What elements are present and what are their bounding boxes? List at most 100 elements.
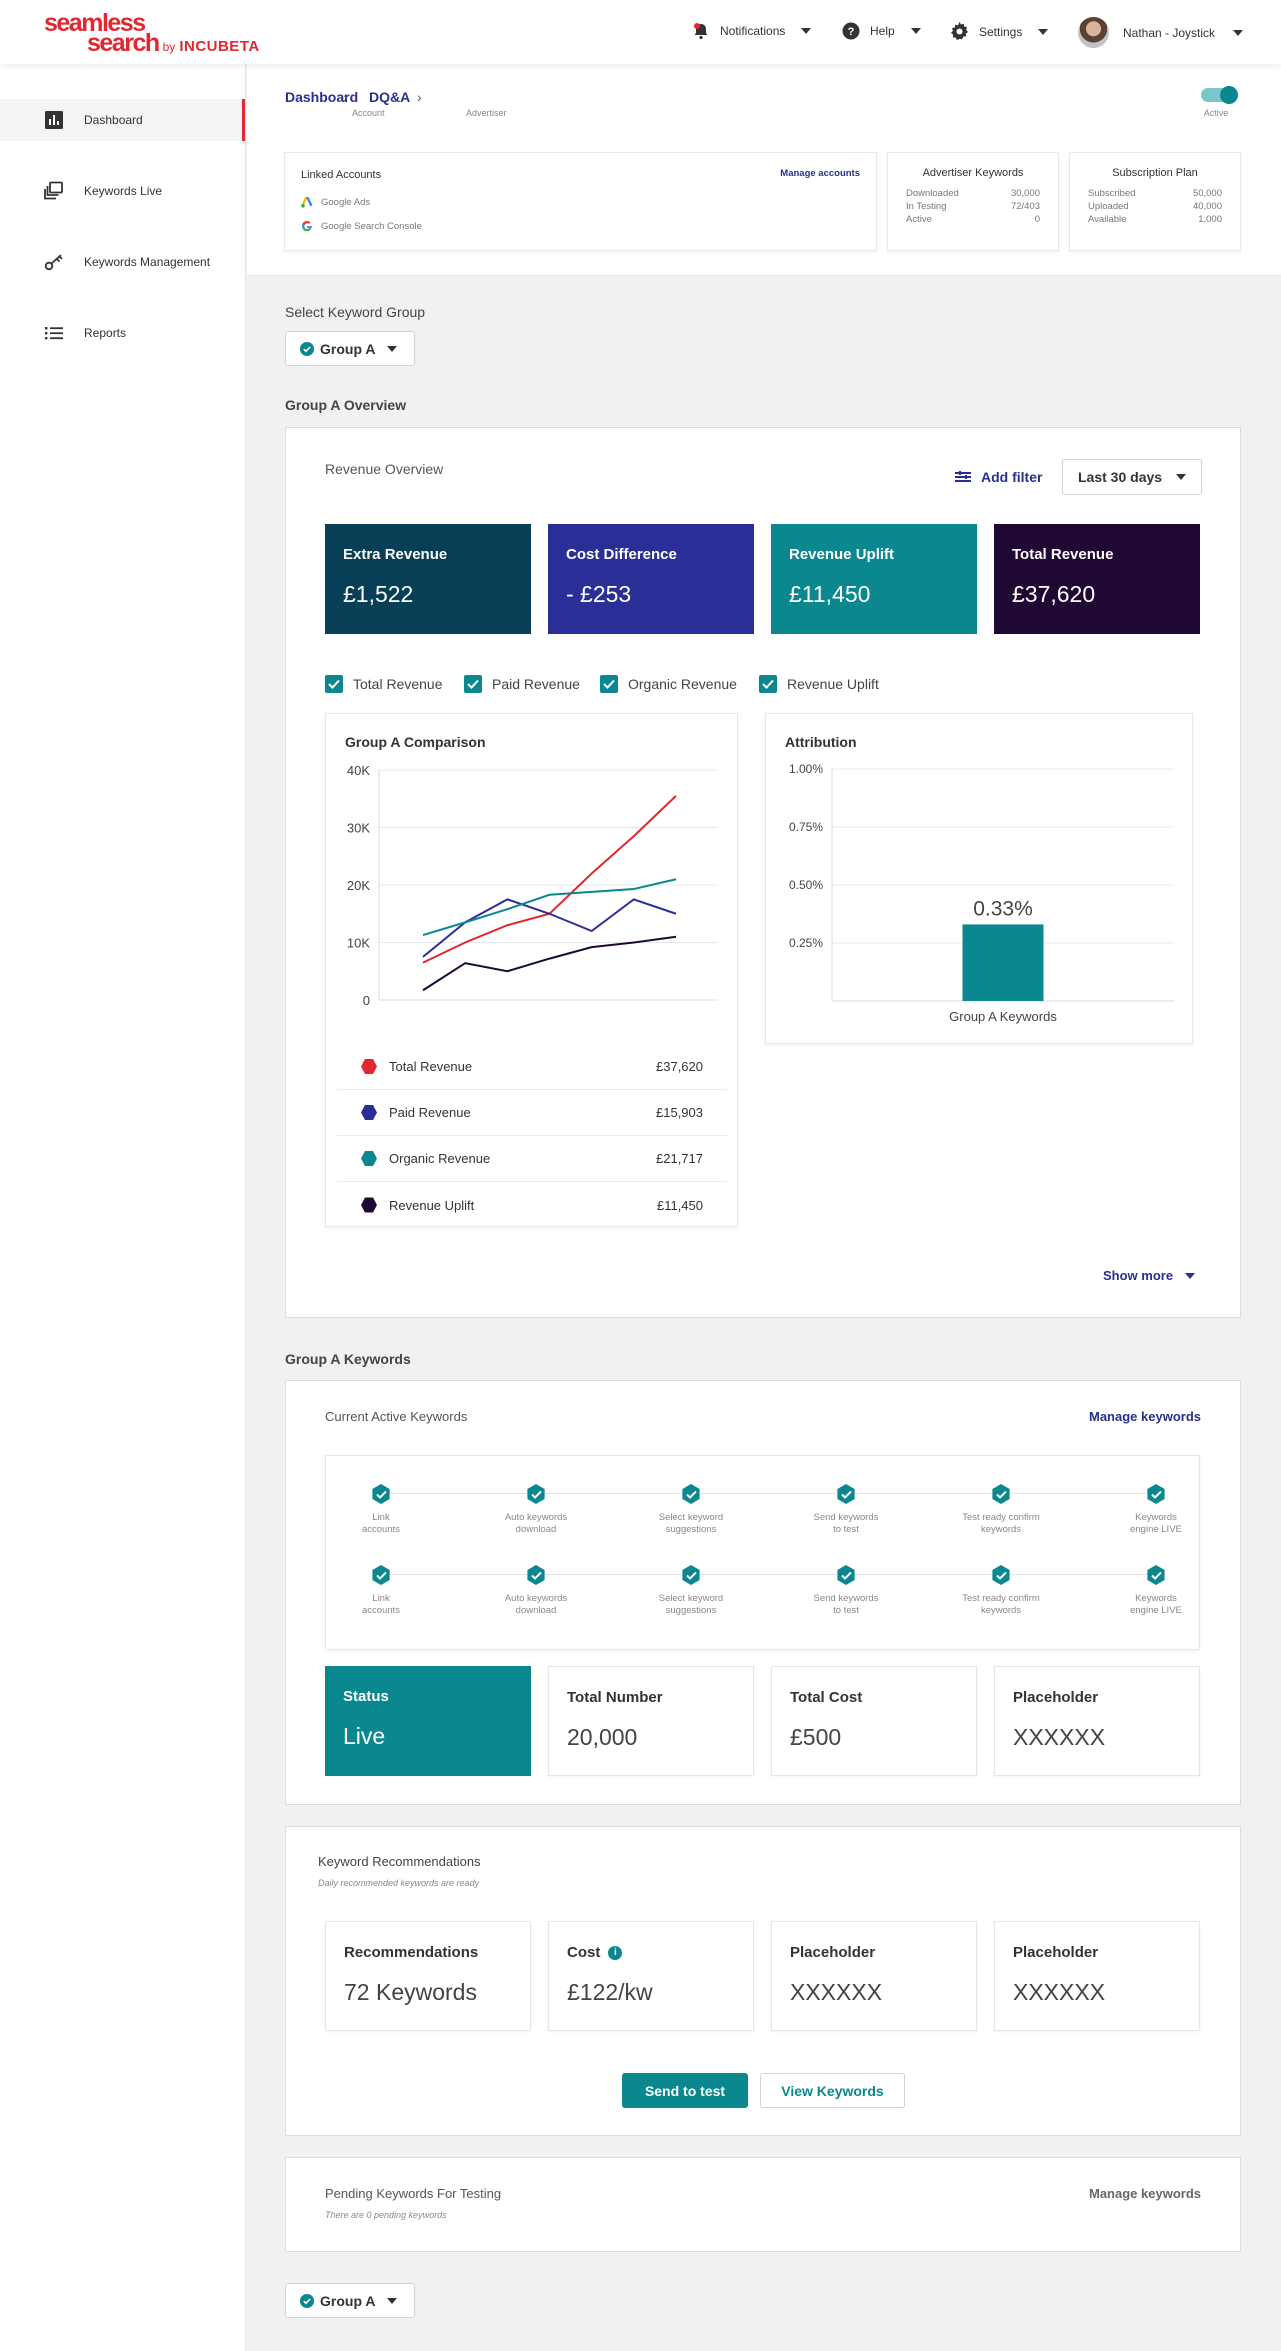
y-tick-label: 20K <box>347 878 370 893</box>
checkbox-revenue-uplift[interactable]: Revenue Uplift <box>759 675 879 693</box>
legend-value: £21,717 <box>656 1151 703 1166</box>
breadcrumb-item-dqa[interactable]: DQ&A › Advertiser <box>369 89 507 118</box>
breadcrumb-sub: Advertiser <box>466 108 507 118</box>
check-circle-icon <box>300 341 314 356</box>
legend-row-revenue-uplift: Revenue Uplift £11,450 <box>337 1182 727 1228</box>
avatar <box>1078 17 1109 48</box>
check-hexagon-icon <box>1147 1565 1165 1585</box>
logo-company: INCUBETA <box>179 38 260 55</box>
checkbox-checked-icon <box>325 675 343 693</box>
comparison-chart-card: Group A Comparison 0 10K 20K 30K 40K Total R… <box>325 713 738 1227</box>
stat-value: 72 Keywords <box>344 1979 477 2005</box>
date-range-select[interactable]: Last 30 days <box>1062 459 1202 495</box>
active-toggle[interactable]: Active <box>1197 86 1238 118</box>
linked-account-google-search-console[interactable]: Google Search Console <box>301 220 422 232</box>
help-menu[interactable]: ? Help <box>842 22 921 40</box>
stat-card-total-cost: Total Cost £500 <box>771 1666 977 1776</box>
chart-title: Group A Comparison <box>345 734 486 750</box>
check-hexagon-icon <box>682 1484 700 1504</box>
info-icon[interactable]: i <box>608 1945 623 1960</box>
layers-icon <box>44 181 63 200</box>
pending-panel: Pending Keywords For Testing There are 0… <box>285 2157 1241 2252</box>
pending-manage-keywords-link[interactable]: Manage keywords <box>1089 2186 1201 2201</box>
step-label: to test <box>833 1605 859 1616</box>
check-circle-icon <box>300 2293 314 2308</box>
stat-title: Placeholder <box>1013 1944 1099 1961</box>
group-select[interactable]: Group A <box>285 331 415 366</box>
chevron-down-icon <box>801 28 812 34</box>
chevron-down-icon <box>1176 474 1187 480</box>
breadcrumb-label: Dashboard <box>285 89 359 105</box>
kv-row: In Testing 72/403 <box>906 200 1040 213</box>
hexagon-icon <box>361 1058 377 1075</box>
user-menu[interactable]: Nathan - Joystick <box>1078 17 1244 48</box>
manage-keywords-link[interactable]: Manage keywords <box>1089 1409 1201 1424</box>
check-hexagon-icon <box>1147 1484 1165 1504</box>
chevron-down-icon <box>1185 1272 1196 1279</box>
checkbox-paid-revenue[interactable]: Paid Revenue <box>464 675 580 693</box>
chevron-right-icon: › <box>417 89 422 105</box>
overview-title: Group A Overview <box>285 397 407 413</box>
checkbox-label: Paid Revenue <box>492 676 580 692</box>
show-more-button[interactable]: Show more <box>1103 1268 1196 1283</box>
recommendations-subtitle: Daily recommended keywords are ready <box>318 1878 480 1888</box>
sidebar-item-dashboard[interactable]: Dashboard <box>0 99 245 141</box>
hexagon-icon <box>361 1197 377 1213</box>
step-label: accounts <box>361 1605 401 1616</box>
notifications-menu[interactable]: Notifications <box>692 22 812 40</box>
check-hexagon-icon <box>682 1565 700 1585</box>
legend-row-organic-revenue: Organic Revenue £21,717 <box>337 1136 727 1182</box>
kv-row: Uploaded 40,000 <box>1088 200 1222 213</box>
check-hexagon-icon <box>837 1565 855 1585</box>
linked-accounts-card: Linked Accounts Manage accounts Google A… <box>284 152 877 251</box>
check-hexagon-icon <box>992 1565 1010 1585</box>
bar-chart-icon <box>45 111 63 129</box>
brand-logo[interactable]: seamless search by INCUBETA <box>44 11 260 56</box>
view-keywords-button[interactable]: View Keywords <box>760 2073 905 2108</box>
add-filter-button[interactable]: Add filter <box>955 469 1042 485</box>
linked-account-label: Google Search Console <box>321 220 422 232</box>
step-label: Send keywords <box>813 1593 879 1604</box>
checkbox-organic-revenue[interactable]: Organic Revenue <box>600 675 737 693</box>
settings-menu[interactable]: Settings <box>950 22 1049 41</box>
step-label: Auto keywords <box>504 1593 568 1604</box>
current-active-keywords-subtitle: Current Active Keywords <box>325 1409 468 1424</box>
check-hexagon-icon <box>372 1565 390 1585</box>
legend-row-paid-revenue: Paid Revenue £15,903 <box>337 1090 727 1136</box>
sidebar-item-label: Keywords Live <box>84 184 163 198</box>
help-label: Help <box>870 24 895 38</box>
chart-title: Attribution <box>785 734 857 750</box>
stat-value: XXXXXX <box>1013 1724 1106 1750</box>
step-label: Link <box>372 1593 390 1604</box>
kv-key: Downloaded <box>906 188 959 199</box>
stat-value: £37,620 <box>1012 581 1096 607</box>
toggle-label: Active <box>1203 108 1229 118</box>
sidebar-item-keywords-management[interactable]: Keywords Management <box>0 241 245 283</box>
send-to-test-button[interactable]: Send to test <box>622 2073 748 2108</box>
breadcrumb-item-dashboard[interactable]: Dashboard › Account <box>285 89 385 118</box>
bottom-group-select[interactable]: Group A <box>285 2283 415 2318</box>
stat-card-total-number: Total Number 20,000 <box>548 1666 754 1776</box>
bar-chart: 0.25% 0.50% 0.75% 1.00% 0.33% Group A Keyword… <box>789 762 1174 1024</box>
series-line-revenue-uplift <box>422 935 677 992</box>
subscription-plan-card: Subscription Plan Subscribed 50,000 Uploa… <box>1069 152 1241 251</box>
stat-title: Total Cost <box>790 1689 863 1706</box>
step-label: Auto keywords <box>504 1512 568 1523</box>
manage-accounts-link[interactable]: Manage accounts <box>780 168 860 179</box>
overview-panel: Revenue Overview Add filter Last 30 days… <box>285 427 1241 1318</box>
checkbox-total-revenue[interactable]: Total Revenue <box>325 675 443 693</box>
stat-title: Total Revenue <box>1012 546 1114 563</box>
step-label: accounts <box>361 1524 401 1535</box>
stat-card-placeholder: Placeholder XXXXXX <box>994 1666 1200 1776</box>
select-group-label: Select Keyword Group <box>285 304 426 320</box>
chevron-down-icon <box>1233 29 1244 36</box>
step-label: Select keyword <box>658 1512 724 1523</box>
keyword-progress-card: Link accounts Auto keywords download Select … <box>325 1455 1200 1650</box>
keyword-step: Link accounts <box>326 1484 436 1536</box>
sidebar-item-keywords-live[interactable]: Keywords Live <box>0 170 245 212</box>
stat-card-placeholder: Placeholder XXXXXX <box>994 1921 1200 2031</box>
linked-account-google-ads[interactable]: Google Ads <box>301 197 370 208</box>
user-name: Nathan - Joystick <box>1123 25 1216 40</box>
sidebar-item-reports[interactable]: Reports <box>0 312 245 354</box>
chevron-down-icon <box>910 28 921 34</box>
